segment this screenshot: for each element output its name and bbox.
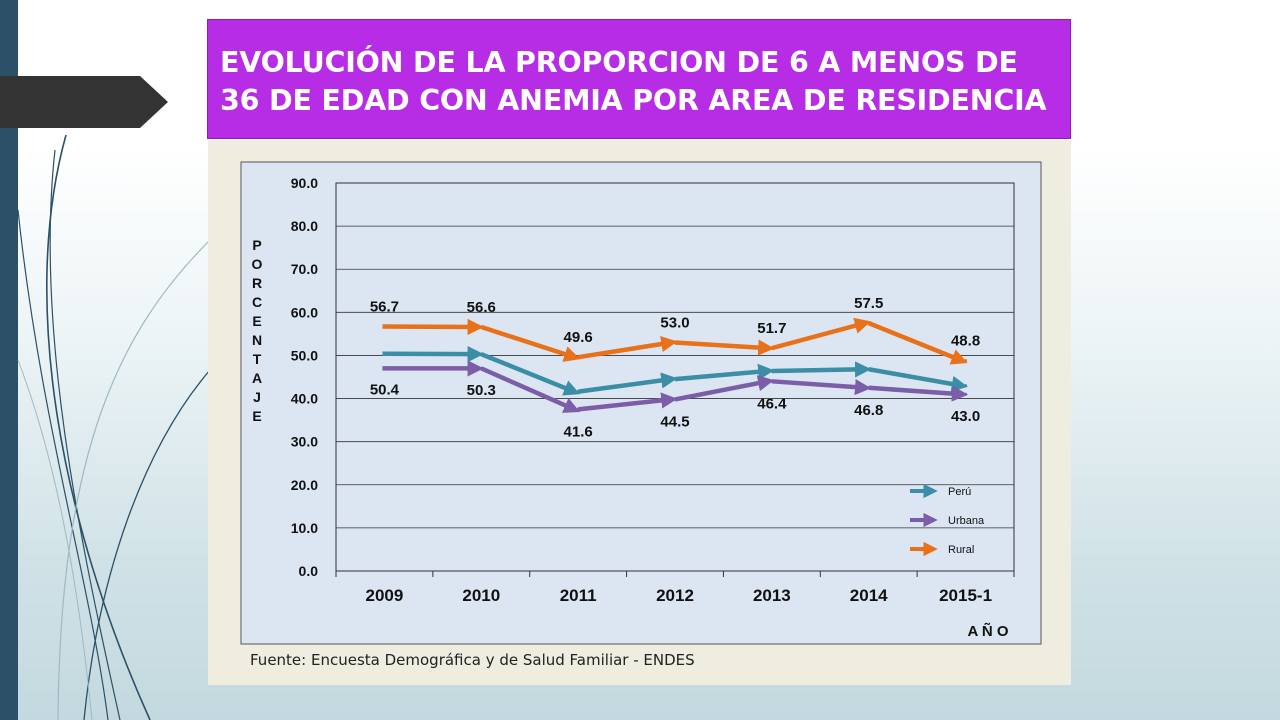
y-tick-label: 30.0 — [291, 434, 318, 450]
data-point-rural — [673, 341, 677, 345]
data-point-perú — [382, 352, 386, 356]
arrow-tab-shape — [0, 76, 168, 128]
series-segment-rural — [771, 317, 871, 351]
x-tick-label: 2009 — [366, 586, 404, 605]
y-tick-label: 40.0 — [291, 391, 318, 407]
left-accent-bar — [0, 0, 18, 720]
line-chart: 0.0 10.0 20.0 30.0 40.0 50.0 60.0 70.0 80.0 90.0 2… — [240, 161, 1042, 645]
decorative-curves — [17, 134, 211, 720]
y-axis-label-letter: P — [252, 237, 261, 253]
data-point-urbana — [479, 366, 483, 370]
series-segment-perú — [771, 361, 872, 378]
data-point-perú — [770, 369, 774, 373]
y-tick-label: 70.0 — [291, 261, 318, 277]
y-tick-label: 90.0 — [291, 175, 318, 191]
x-tick-label: 2010 — [462, 586, 500, 605]
data-label-rural: 56.7 — [370, 299, 399, 316]
series-segment-urbana — [771, 379, 872, 396]
data-label-rural: 49.6 — [564, 329, 593, 346]
data-point-urbana — [770, 379, 774, 383]
y-tick-label: 80.0 — [291, 218, 318, 234]
y-axis-label-letter: E — [252, 408, 261, 424]
y-axis-label-letter: N — [252, 332, 262, 348]
data-point-rural — [867, 321, 871, 325]
series-segment-rural — [674, 339, 775, 356]
data-point-rural — [382, 325, 386, 329]
y-tick-label: 20.0 — [291, 477, 318, 493]
x-axis-label: A Ñ O — [967, 622, 1008, 640]
data-label-rural: 51.7 — [757, 320, 786, 337]
data-point-rural — [964, 359, 968, 363]
y-axis-label-letter: C — [252, 294, 262, 310]
series-segment-perú — [674, 363, 775, 382]
y-axis-label-letter: T — [253, 351, 262, 367]
x-tick-label: 2011 — [560, 586, 597, 605]
source-note: Fuente: Encuesta Demográfica y de Salud … — [250, 651, 695, 669]
data-point-urbana — [576, 407, 580, 411]
data-point-rural — [479, 325, 483, 329]
y-axis-label-letter: O — [252, 256, 263, 272]
x-tick-label: 2014 — [850, 586, 888, 605]
slide-title: EVOLUCIÓN DE LA PROPORCION DE 6 A MENOS … — [220, 46, 1047, 117]
data-point-urbana — [673, 397, 677, 401]
series-segment-urbana — [577, 392, 678, 412]
series-segment-rural — [480, 324, 581, 362]
series-segment-perú — [577, 372, 678, 394]
legend-label-perú: Perú — [948, 486, 971, 498]
y-axis-label-letter: R — [252, 275, 262, 291]
data-label-rural: 56.6 — [467, 299, 496, 316]
data-point-urbana — [867, 386, 871, 390]
data-label-rural: 48.8 — [951, 333, 980, 350]
x-tick-label: 2013 — [753, 586, 791, 605]
series-segment-urbana — [674, 375, 775, 402]
chart-panel: 0.0 10.0 20.0 30.0 40.0 50.0 60.0 70.0 80.0 90.0 2… — [208, 140, 1071, 685]
series-segment-perú — [868, 367, 968, 392]
legend-label-urbana: Urbana — [948, 515, 985, 527]
y-axis-label-letter: J — [253, 389, 261, 405]
data-label-peru: 46.4 — [757, 395, 787, 412]
y-tick-label: 0.0 — [299, 563, 319, 579]
y-axis-label-letter: A — [252, 370, 262, 386]
data-point-urbana — [382, 366, 386, 370]
data-point-urbana — [964, 392, 968, 396]
data-point-perú — [479, 352, 483, 356]
title-box: EVOLUCIÓN DE LA PROPORCION DE 6 A MENOS … — [207, 19, 1071, 139]
data-point-perú — [673, 377, 677, 381]
y-tick-label: 50.0 — [291, 347, 318, 363]
data-label-rural: 57.5 — [854, 295, 883, 312]
legend-label-rural: Rural — [948, 544, 974, 556]
data-point-rural — [576, 355, 580, 359]
data-label-peru: 43.0 — [951, 408, 980, 425]
data-label-peru: 50.4 — [370, 382, 400, 399]
data-point-perú — [867, 367, 871, 371]
data-label-peru: 50.3 — [467, 382, 496, 399]
plot-area-border — [335, 182, 1015, 572]
x-tick-label: 2012 — [656, 586, 694, 605]
data-point-rural — [770, 346, 774, 350]
y-tick-label: 10.0 — [291, 520, 318, 536]
series-segment-perú — [480, 352, 581, 396]
data-label-rural: 53.0 — [660, 315, 689, 332]
data-point-perú — [576, 390, 580, 394]
data-label-peru: 41.6 — [564, 423, 593, 440]
y-tick-label: 60.0 — [291, 304, 318, 320]
y-axis-label-letter: E — [252, 313, 261, 329]
series-segment-urbana — [480, 366, 581, 413]
series-segment-rural — [867, 321, 968, 365]
data-point-perú — [964, 384, 968, 388]
series-segment-rural — [577, 336, 678, 360]
x-tick-label: 2015-1 — [939, 586, 992, 605]
data-label-peru: 46.8 — [854, 402, 883, 419]
series-segment-urbana — [868, 385, 969, 402]
data-label-peru: 44.5 — [660, 413, 689, 430]
